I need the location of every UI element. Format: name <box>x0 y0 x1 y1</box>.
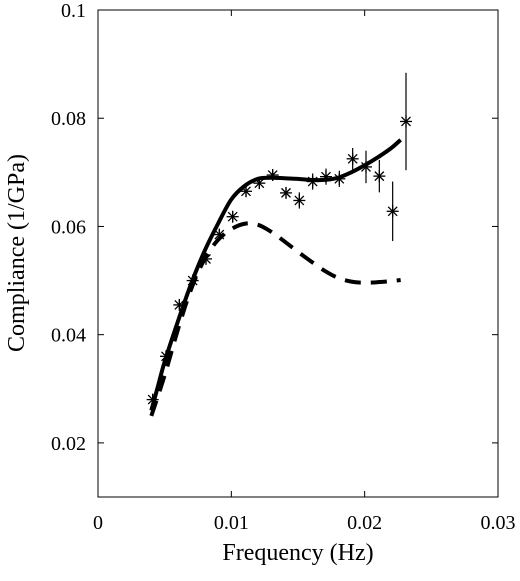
data-point <box>280 186 292 199</box>
data-point <box>293 192 306 209</box>
data-point <box>266 169 279 182</box>
data-point <box>320 168 332 185</box>
data-point <box>333 170 346 187</box>
data-point <box>146 393 159 406</box>
data-point <box>226 210 239 223</box>
x-axis: 0 0.01 0.02 0.03 <box>93 10 516 534</box>
data-point <box>213 228 226 241</box>
series-line-solid <box>149 138 402 411</box>
y-tick-label: 0.02 <box>51 433 86 455</box>
series-layer <box>146 72 412 417</box>
x-tick-label: 0 <box>93 512 103 534</box>
x-axis-title: Frequency (Hz) <box>222 540 373 566</box>
x-tick-label: 0.03 <box>481 512 516 534</box>
data-point <box>200 252 212 265</box>
y-axis-title: Compliance (1/GPa) <box>4 154 30 352</box>
y-tick-label: 0.06 <box>51 216 86 238</box>
data-point <box>186 274 199 287</box>
data-point <box>253 177 266 190</box>
data-point <box>346 147 359 170</box>
x-tick-label: 0.01 <box>214 512 249 534</box>
data-point <box>373 159 386 193</box>
data-point <box>160 350 172 363</box>
data-point <box>400 72 412 171</box>
data-point <box>360 150 372 184</box>
y-tick-label: 0.1 <box>61 0 86 22</box>
data-point <box>386 181 399 242</box>
x-tick-label: 0.02 <box>347 512 382 534</box>
y-tick-label: 0.04 <box>51 325 86 347</box>
data-point <box>306 173 319 190</box>
plot-area-frame <box>97 9 499 498</box>
series-line-dashed <box>149 221 401 417</box>
data-point <box>173 298 186 311</box>
y-axis: 0.02 0.04 0.06 0.08 0.1 <box>51 0 498 455</box>
y-tick-label: 0.08 <box>51 108 86 130</box>
data-point <box>240 185 252 198</box>
